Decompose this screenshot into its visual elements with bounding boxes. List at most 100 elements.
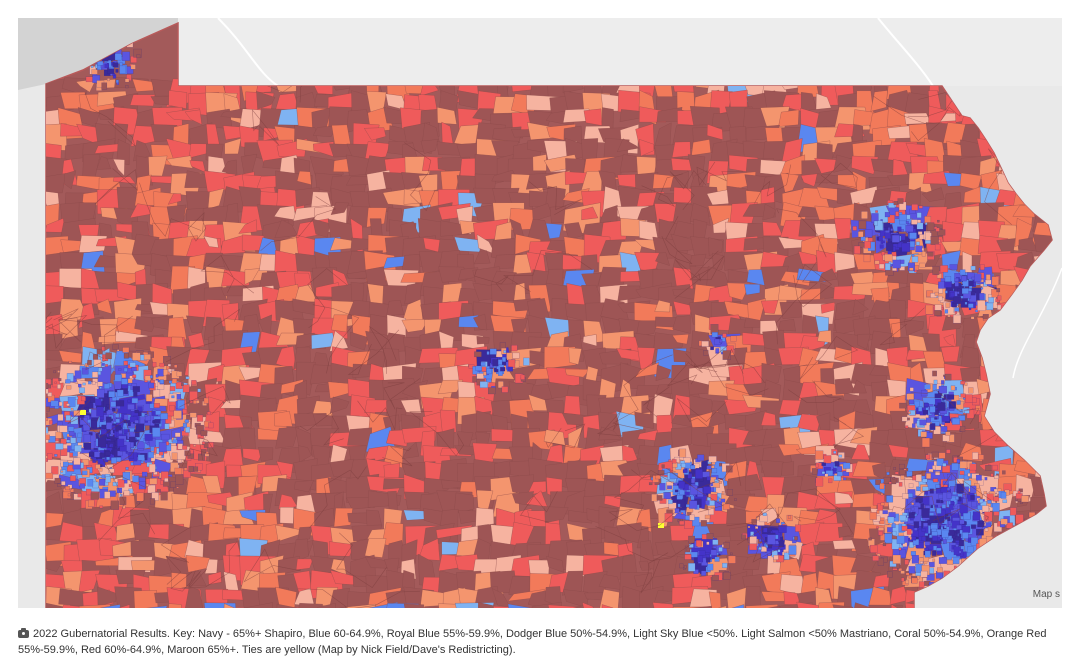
- precinct[interactable]: [568, 347, 582, 365]
- urban-precinct[interactable]: [905, 221, 909, 224]
- urban-precinct[interactable]: [879, 483, 885, 490]
- urban-precinct[interactable]: [983, 491, 988, 495]
- urban-precinct[interactable]: [158, 451, 164, 456]
- urban-precinct[interactable]: [159, 379, 164, 384]
- urban-precinct[interactable]: [960, 393, 966, 398]
- urban-precinct[interactable]: [53, 370, 56, 374]
- urban-precinct[interactable]: [90, 420, 98, 429]
- urban-precinct[interactable]: [129, 362, 136, 368]
- precinct[interactable]: [532, 154, 547, 172]
- urban-precinct[interactable]: [936, 567, 943, 573]
- urban-precinct[interactable]: [970, 524, 976, 529]
- urban-precinct[interactable]: [728, 555, 736, 564]
- urban-precinct[interactable]: [908, 566, 916, 574]
- urban-precinct[interactable]: [681, 512, 684, 515]
- precinct[interactable]: [837, 526, 852, 539]
- precinct[interactable]: [760, 411, 777, 426]
- urban-precinct[interactable]: [176, 486, 179, 489]
- urban-precinct[interactable]: [947, 394, 955, 400]
- urban-precinct[interactable]: [55, 431, 62, 439]
- precinct[interactable]: [583, 108, 603, 126]
- urban-precinct[interactable]: [996, 288, 1001, 293]
- precinct[interactable]: [420, 139, 439, 155]
- precinct[interactable]: [1032, 234, 1059, 255]
- urban-precinct[interactable]: [152, 362, 157, 368]
- urban-precinct[interactable]: [980, 264, 985, 271]
- urban-precinct[interactable]: [148, 382, 155, 389]
- urban-precinct[interactable]: [97, 381, 103, 387]
- urban-precinct[interactable]: [909, 399, 915, 405]
- urban-precinct[interactable]: [107, 68, 115, 74]
- urban-precinct[interactable]: [116, 349, 120, 352]
- urban-precinct[interactable]: [703, 486, 711, 494]
- urban-precinct[interactable]: [131, 398, 139, 404]
- urban-precinct[interactable]: [956, 529, 960, 534]
- urban-precinct[interactable]: [908, 483, 914, 488]
- urban-precinct[interactable]: [988, 297, 994, 304]
- urban-precinct[interactable]: [934, 291, 939, 296]
- urban-precinct[interactable]: [961, 288, 969, 294]
- urban-precinct[interactable]: [946, 559, 954, 565]
- urban-precinct[interactable]: [990, 473, 994, 477]
- urban-precinct[interactable]: [164, 478, 169, 482]
- map-canvas[interactable]: [18, 18, 1062, 608]
- urban-precinct[interactable]: [931, 451, 940, 458]
- urban-precinct[interactable]: [952, 556, 960, 564]
- urban-precinct[interactable]: [734, 498, 737, 501]
- urban-precinct[interactable]: [930, 524, 938, 530]
- urban-precinct[interactable]: [833, 475, 842, 481]
- urban-precinct[interactable]: [959, 519, 965, 525]
- urban-precinct[interactable]: [815, 450, 824, 460]
- urban-precinct[interactable]: [788, 545, 797, 555]
- urban-precinct[interactable]: [837, 471, 843, 477]
- urban-precinct[interactable]: [208, 422, 214, 429]
- urban-precinct[interactable]: [479, 381, 488, 388]
- urban-precinct[interactable]: [676, 495, 683, 500]
- precinct[interactable]: [312, 125, 339, 138]
- urban-precinct[interactable]: [909, 232, 917, 240]
- urban-precinct[interactable]: [936, 499, 941, 504]
- urban-precinct[interactable]: [105, 364, 108, 367]
- urban-precinct[interactable]: [834, 461, 840, 467]
- urban-precinct[interactable]: [55, 443, 64, 450]
- precinct[interactable]: [63, 170, 77, 190]
- precinct[interactable]: [112, 176, 137, 185]
- urban-precinct[interactable]: [152, 427, 161, 438]
- urban-precinct[interactable]: [706, 563, 714, 571]
- urban-precinct[interactable]: [905, 425, 909, 429]
- urban-precinct[interactable]: [887, 527, 893, 533]
- urban-precinct[interactable]: [997, 304, 1002, 310]
- precinct[interactable]: [437, 379, 464, 395]
- urban-precinct[interactable]: [679, 563, 684, 569]
- urban-precinct[interactable]: [128, 484, 132, 488]
- urban-precinct[interactable]: [97, 437, 107, 448]
- urban-precinct[interactable]: [902, 493, 909, 499]
- urban-precinct[interactable]: [173, 410, 182, 419]
- urban-precinct[interactable]: [115, 79, 119, 84]
- precinct[interactable]: [203, 235, 219, 248]
- urban-precinct[interactable]: [925, 232, 932, 241]
- urban-precinct[interactable]: [908, 575, 912, 579]
- precinct[interactable]: [436, 106, 458, 125]
- urban-precinct[interactable]: [938, 494, 944, 499]
- precinct[interactable]: [940, 345, 960, 363]
- urban-precinct[interactable]: [145, 394, 153, 402]
- urban-precinct[interactable]: [489, 348, 497, 355]
- urban-precinct[interactable]: [984, 477, 988, 481]
- urban-precinct[interactable]: [891, 234, 900, 243]
- urban-precinct[interactable]: [123, 360, 128, 366]
- urban-precinct[interactable]: [726, 489, 733, 496]
- urban-precinct[interactable]: [920, 431, 927, 438]
- urban-precinct[interactable]: [61, 481, 66, 486]
- urban-precinct[interactable]: [911, 254, 915, 257]
- urban-precinct[interactable]: [123, 414, 129, 420]
- urban-precinct[interactable]: [132, 352, 141, 361]
- urban-precinct[interactable]: [954, 311, 958, 314]
- urban-precinct[interactable]: [947, 314, 951, 318]
- urban-precinct[interactable]: [924, 216, 932, 223]
- precinct[interactable]: [167, 193, 182, 205]
- urban-precinct[interactable]: [950, 385, 956, 391]
- urban-precinct[interactable]: [124, 78, 130, 83]
- urban-precinct[interactable]: [921, 536, 926, 542]
- precinct[interactable]: [921, 187, 945, 202]
